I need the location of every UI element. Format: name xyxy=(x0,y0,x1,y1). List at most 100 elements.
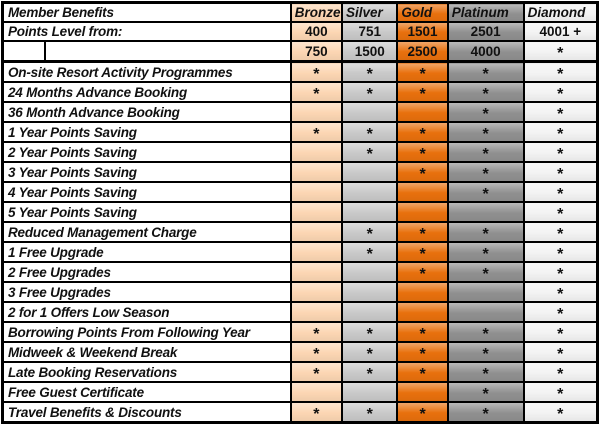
benefit-cell-diamond: * xyxy=(522,121,599,143)
star-mark: * xyxy=(482,266,489,282)
benefit-row: 2 Free Upgrades * * * xyxy=(0,261,599,283)
benefit-cell-platinum: * xyxy=(446,341,525,363)
star-mark: * xyxy=(419,366,426,382)
star-mark: * xyxy=(366,86,373,102)
benefit-label: 1 Year Points Saving xyxy=(0,121,292,143)
star-mark: * xyxy=(419,326,426,342)
star-mark: * xyxy=(557,266,564,282)
benefit-cell-diamond: * xyxy=(522,361,599,383)
benefit-label: 36 Month Advance Booking xyxy=(0,101,292,123)
star-mark: * xyxy=(482,166,489,182)
star-mark: * xyxy=(482,386,489,402)
star-mark: * xyxy=(419,266,426,282)
benefit-cell-bronze xyxy=(289,281,344,303)
benefit-label: Travel Benefits & Discounts xyxy=(0,401,292,424)
points-from-bronze: 400 xyxy=(289,21,344,42)
benefit-cell-gold: * xyxy=(396,221,449,243)
star-mark: * xyxy=(482,326,489,342)
star-mark: * xyxy=(366,66,373,82)
table-title: Member Benefits xyxy=(0,1,292,23)
benefit-cell-bronze: * xyxy=(289,81,344,103)
benefit-cell-platinum: * xyxy=(446,181,525,203)
benefit-cell-platinum: * xyxy=(446,141,525,163)
star-mark: * xyxy=(366,406,373,423)
benefit-cell-gold: * xyxy=(396,321,449,343)
benefit-cell-gold: * xyxy=(396,60,449,83)
star-mark: * xyxy=(557,186,564,202)
benefit-cell-silver xyxy=(341,201,399,223)
star-mark: * xyxy=(482,366,489,382)
points-from-platinum: 2501 xyxy=(446,21,525,42)
benefit-cell-platinum: * xyxy=(446,121,525,143)
star-mark: * xyxy=(557,66,564,82)
benefit-cell-silver: * xyxy=(341,321,399,343)
empty-cell-left xyxy=(0,40,46,63)
benefit-cell-silver: * xyxy=(341,121,399,143)
star-mark: * xyxy=(313,126,320,142)
benefit-label: 2 Year Points Saving xyxy=(0,141,292,163)
benefit-label: 24 Months Advance Booking xyxy=(0,81,292,103)
star-mark: * xyxy=(482,86,489,102)
points-to-platinum: 4000 xyxy=(446,40,525,63)
star-mark: * xyxy=(557,226,564,242)
benefit-cell-platinum: * xyxy=(446,241,525,263)
benefit-cell-diamond: * xyxy=(522,281,599,303)
benefit-row: 5 Year Points Saving * xyxy=(0,201,599,223)
benefit-cell-gold: * xyxy=(396,341,449,363)
benefit-cell-gold: * xyxy=(396,261,449,283)
star-mark: * xyxy=(366,146,373,162)
star-mark: * xyxy=(419,146,426,162)
star-mark: * xyxy=(557,386,564,402)
benefit-label: Reduced Management Charge xyxy=(0,221,292,243)
star-mark: * xyxy=(366,226,373,242)
star-mark: * xyxy=(419,166,426,182)
benefit-row: 36 Month Advance Booking * * xyxy=(0,101,599,123)
star-mark: * xyxy=(557,45,564,62)
star-mark: * xyxy=(557,286,564,302)
benefit-cell-silver: * xyxy=(341,241,399,263)
benefit-row: 1 Year Points Saving * * * * * xyxy=(0,121,599,143)
benefit-cell-gold: * xyxy=(396,161,449,183)
star-mark: * xyxy=(482,186,489,202)
benefit-cell-platinum xyxy=(446,201,525,223)
benefit-cell-bronze: * xyxy=(289,341,344,363)
benefit-cell-platinum: * xyxy=(446,321,525,343)
star-mark: * xyxy=(366,366,373,382)
benefit-cell-diamond: * xyxy=(522,60,599,83)
benefit-cell-silver xyxy=(341,301,399,323)
benefit-cell-bronze xyxy=(289,301,344,323)
star-mark: * xyxy=(557,146,564,162)
empty-cell-right xyxy=(43,40,292,63)
benefit-row: Borrowing Points From Following Year * * * *… xyxy=(0,321,599,343)
benefit-cell-bronze xyxy=(289,221,344,243)
star-mark: * xyxy=(557,166,564,182)
benefit-cell-gold: * xyxy=(396,241,449,263)
star-mark: * xyxy=(313,406,320,423)
benefit-cell-bronze: * xyxy=(289,60,344,83)
star-mark: * xyxy=(482,146,489,162)
benefit-cell-silver xyxy=(341,281,399,303)
star-mark: * xyxy=(557,206,564,222)
benefit-row: On-site Resort Activity Programmes * * * * * xyxy=(0,60,599,83)
benefit-cell-bronze xyxy=(289,161,344,183)
benefit-cell-platinum xyxy=(446,281,525,303)
star-mark: * xyxy=(557,306,564,322)
star-mark: * xyxy=(482,66,489,82)
benefit-row: 2 Year Points Saving * * * * xyxy=(0,141,599,163)
points-level-from-row: Points Level from: 400 751 1501 2501 400… xyxy=(0,21,599,42)
benefit-label: Borrowing Points From Following Year xyxy=(0,321,292,343)
benefit-cell-gold xyxy=(396,201,449,223)
benefit-row: 2 for 1 Offers Low Season * xyxy=(0,301,599,323)
benefit-cell-platinum: * xyxy=(446,221,525,243)
benefit-cell-diamond: * xyxy=(522,301,599,323)
benefit-cell-diamond: * xyxy=(522,261,599,283)
benefit-cell-diamond: * xyxy=(522,201,599,223)
benefit-row: Late Booking Reservations * * * * * xyxy=(0,361,599,383)
star-mark: * xyxy=(419,226,426,242)
benefit-row: 4 Year Points Saving * * xyxy=(0,181,599,203)
benefit-cell-gold xyxy=(396,101,449,123)
benefit-label: 4 Year Points Saving xyxy=(0,181,292,203)
benefit-label: 5 Year Points Saving xyxy=(0,201,292,223)
star-mark: * xyxy=(313,366,320,382)
star-mark: * xyxy=(557,406,564,423)
